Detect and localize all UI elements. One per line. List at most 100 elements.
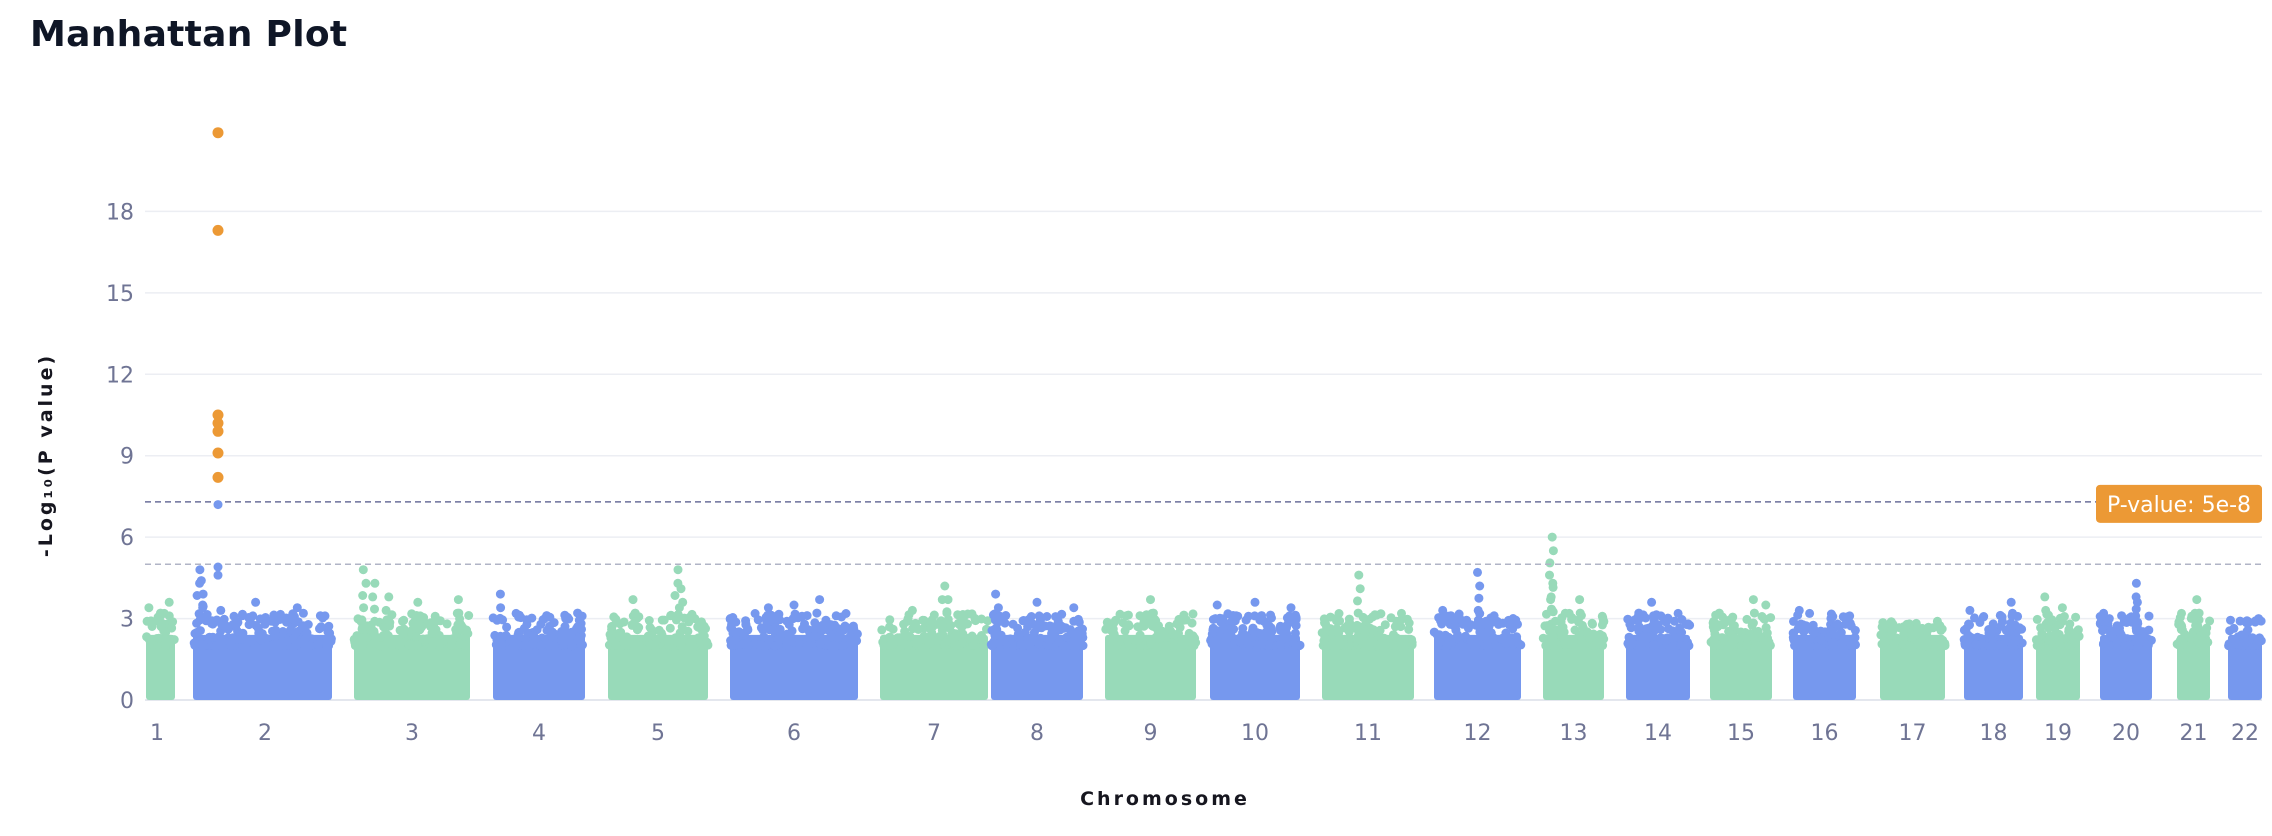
snp-point (1796, 619, 1806, 629)
snp-point (464, 611, 474, 620)
snp-point (359, 603, 369, 613)
snp-point (2187, 611, 2197, 621)
snp-point (1000, 618, 1010, 628)
snp-peak-point (1177, 614, 1187, 624)
snp-peak-point (673, 565, 683, 575)
snp-point (812, 608, 822, 618)
snp-point (233, 617, 243, 627)
snp-point (1380, 620, 1390, 630)
snp-point (885, 640, 894, 650)
snp-point (1922, 626, 1932, 636)
snp-point (1053, 616, 1063, 626)
snp-point (1050, 627, 1060, 637)
x-axis-label: Chromosome (1080, 788, 1250, 810)
snp-point (399, 615, 409, 625)
snp-peak-point (1965, 605, 1975, 615)
significant-snp-point (212, 471, 224, 483)
y-axis-label: -Log₁₀(P value) (35, 353, 57, 557)
snp-point (1973, 640, 1982, 650)
snp-peak-point (763, 603, 773, 613)
snp-point (1805, 608, 1815, 618)
snp-point (434, 630, 444, 640)
snp-point (1344, 614, 1354, 624)
snp-point (1381, 640, 1391, 650)
snp-point (1636, 640, 1646, 650)
snp-point (2224, 641, 2234, 651)
snp-point (2200, 637, 2210, 647)
snp-point (1241, 615, 1251, 625)
snp-point (1713, 622, 1723, 632)
snp-point (969, 635, 979, 645)
snp-point (1513, 619, 1522, 629)
chromosome-14-points (1623, 597, 1695, 700)
chromosome-22-points (2224, 614, 2266, 700)
snp-point (611, 640, 621, 650)
snp-point (946, 620, 956, 630)
snp-point (725, 614, 735, 624)
snp-point (1242, 634, 1252, 644)
snp-point (838, 640, 848, 650)
snp-point (244, 620, 254, 630)
snp-peak-point (676, 584, 686, 594)
snp-point (607, 621, 617, 631)
snp-point (918, 615, 928, 625)
snp-point (1472, 639, 1482, 648)
snp-point (536, 641, 546, 651)
snp-point (2112, 639, 2122, 648)
snp-point (538, 615, 548, 625)
snp-point (2175, 613, 2185, 622)
snp-point (2071, 612, 2081, 622)
snp-peak-point (1354, 570, 1364, 580)
snp-point (925, 624, 935, 634)
snp-point (1388, 640, 1398, 650)
snp-point (324, 621, 334, 631)
snp-point (1368, 625, 1378, 635)
snp-point (198, 589, 208, 599)
snp-point (276, 609, 285, 619)
snp-point (1188, 632, 1198, 642)
snp-point (909, 619, 919, 629)
snp-point (385, 618, 395, 628)
snp-point (831, 611, 841, 621)
snp-point (1353, 608, 1363, 618)
snp-point (142, 632, 152, 642)
snp-point (685, 641, 695, 651)
snp-point (2050, 623, 2060, 633)
snp-point (1963, 630, 1973, 640)
snp-point (1745, 629, 1755, 639)
snp-point (1142, 610, 1151, 620)
snp-point (2074, 631, 2084, 641)
snp-peak-point (1845, 611, 1855, 621)
snp-point (427, 628, 437, 638)
snp-point (1726, 640, 1736, 650)
snp-peak-point (940, 581, 950, 591)
snp-point (1018, 616, 1028, 626)
snp-point (646, 640, 656, 650)
snp-point (788, 614, 798, 624)
snp-point (456, 620, 466, 630)
snp-peak-point (1146, 595, 1155, 605)
snp-point (1404, 624, 1414, 634)
snp-point (1180, 639, 1189, 649)
snp-point (1475, 618, 1485, 628)
chromosome-9-points (1101, 595, 1201, 700)
snp-point (1257, 611, 1267, 621)
snp-point (764, 616, 774, 626)
snp-point (1729, 621, 1739, 631)
snp-point (2242, 626, 2252, 636)
significant-snp-point (212, 447, 224, 459)
snp-peak-point (2254, 614, 2264, 624)
snp-point (2120, 641, 2129, 651)
snp-point (1836, 628, 1846, 638)
x-tick-label-chr-18: 18 (1980, 721, 2008, 746)
snp-point (2133, 641, 2143, 651)
snp-point (942, 608, 952, 618)
snp-point (670, 591, 680, 600)
snp-point (160, 639, 170, 648)
snp-point (804, 640, 814, 650)
snp-point (926, 637, 935, 647)
snp-point (1826, 613, 1836, 623)
snp-point (2244, 617, 2254, 627)
snp-point (1074, 627, 1084, 637)
snp-point (1538, 633, 1548, 643)
